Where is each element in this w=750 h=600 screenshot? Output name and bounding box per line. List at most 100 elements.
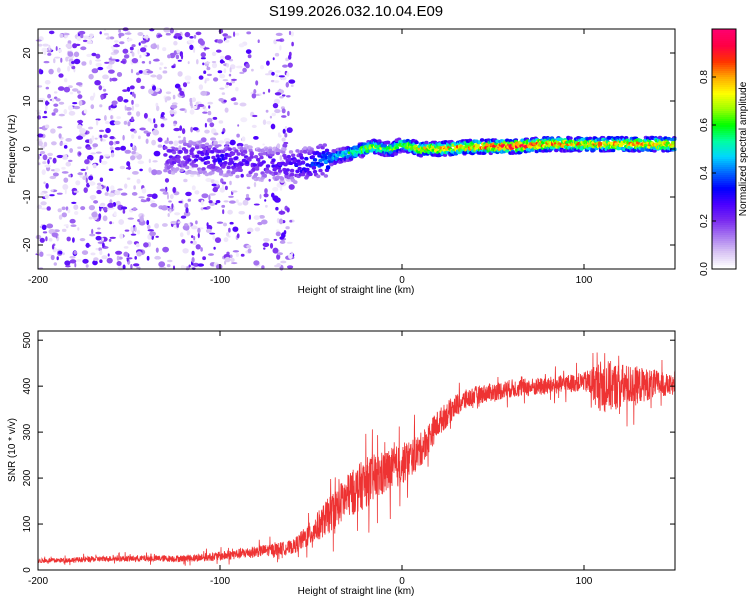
spectrogram-noise-cell bbox=[223, 222, 227, 227]
spectrogram-noise-cell bbox=[131, 52, 135, 57]
spectrogram-noise-cell bbox=[152, 85, 156, 91]
spectrogram-noise-cell bbox=[69, 91, 74, 95]
spectrogram-noise-cell bbox=[154, 255, 161, 260]
spectrogram-noise-cell bbox=[171, 102, 178, 106]
spectrogram-ridge-cell bbox=[194, 145, 200, 150]
spectrogram-noise-cell bbox=[174, 83, 181, 89]
spectrogram-noise-cell bbox=[41, 47, 48, 53]
spectrogram-noise-cell bbox=[77, 120, 84, 124]
spectrogram-noise-cell bbox=[80, 33, 84, 39]
spectrogram-noise-cell bbox=[111, 221, 115, 225]
spectrogram-noise-cell bbox=[169, 194, 174, 200]
spectrogram-noise-cell bbox=[275, 206, 279, 211]
spectrogram-ridge-cell bbox=[218, 169, 224, 174]
spectrogram-noise-cell bbox=[64, 188, 67, 195]
spectrogram-noise-cell bbox=[56, 67, 61, 73]
spectrogram-ridge-cell bbox=[236, 152, 241, 156]
spectrogram-noise-cell bbox=[262, 91, 266, 95]
spectrogram-ridge-cell bbox=[464, 144, 469, 149]
spectrogram-noise-cell bbox=[236, 133, 240, 138]
spectrogram-noise-cell bbox=[275, 32, 283, 37]
snr-x-tick-label: -200 bbox=[28, 576, 48, 587]
spectrogram-noise-cell bbox=[97, 241, 104, 244]
spectrogram-ridge-cell bbox=[216, 149, 222, 154]
spectrogram-noise-cell bbox=[108, 168, 114, 171]
spectrogram-noise-cell bbox=[188, 39, 195, 44]
spectrogram-ridge-cell bbox=[329, 162, 334, 167]
spectrogram-noise-cell bbox=[87, 154, 94, 161]
spectrogram-noise-cell bbox=[223, 237, 229, 243]
spectrogram-noise-cell bbox=[130, 155, 136, 161]
spectrogram-ridge-cell bbox=[211, 167, 216, 172]
spectrogram-noise-cell bbox=[179, 90, 185, 96]
spectrogram-noise-cell bbox=[70, 224, 77, 227]
spectrogram-ridge-cell bbox=[235, 174, 240, 179]
spectrogram-noise-cell bbox=[62, 184, 69, 190]
spectrogram-noise-cell bbox=[170, 220, 177, 225]
spectrogram-noise-cell bbox=[62, 155, 69, 160]
spectrogram-noise-cell bbox=[136, 229, 141, 235]
spectrogram-noise-cell bbox=[174, 29, 178, 35]
spectrogram-noise-cell bbox=[162, 223, 168, 227]
spectrogram-noise-cell bbox=[77, 172, 83, 176]
spectrogram-noise-cell bbox=[206, 117, 213, 123]
spectrogram-noise-cell bbox=[108, 140, 114, 146]
spectrogram-noise-cell bbox=[99, 259, 103, 264]
spectrogram-noise-cell bbox=[148, 88, 154, 95]
spectrogram-noise-cell bbox=[85, 174, 88, 178]
spectrogram-ridge-cell bbox=[325, 166, 331, 170]
spectrogram-noise-cell bbox=[113, 211, 117, 216]
spectrogram-noise-cell bbox=[78, 100, 83, 106]
spectrogram-noise-cell bbox=[245, 63, 250, 69]
spectrogram-ridge-cell bbox=[321, 150, 326, 155]
spectrogram-noise-cell bbox=[122, 264, 126, 270]
spectrogram-noise-cell bbox=[230, 97, 237, 102]
spectrogram-noise-cell bbox=[42, 116, 48, 119]
spectrogram-noise-cell bbox=[72, 88, 79, 92]
spectrogram-noise-cell bbox=[272, 195, 279, 202]
spectrogram-noise-cell bbox=[229, 139, 236, 146]
spectrogram-ridge-cell bbox=[568, 136, 573, 140]
spectrogram-ridge-cell bbox=[312, 158, 318, 162]
spectrogram-noise-cell bbox=[93, 200, 99, 204]
spectrogram-noise-cell bbox=[242, 67, 247, 73]
spectrogram-noise-cell bbox=[286, 95, 291, 98]
spectrogram-noise-cell bbox=[49, 194, 55, 197]
spectrogram-noise-cells bbox=[35, 27, 296, 271]
spectrogram-y-tick-label: 10 bbox=[22, 95, 33, 107]
spectrogram-ridge-cell bbox=[239, 162, 244, 167]
spectrogram-noise-cell bbox=[117, 188, 123, 191]
colorbar-tick-label: 0.8 bbox=[699, 70, 710, 84]
spectrogram-noise-cell bbox=[278, 218, 284, 225]
spectrogram-noise-cell bbox=[223, 99, 227, 103]
spectrogram-noise-cell bbox=[139, 168, 143, 172]
spectrogram-noise-cell bbox=[110, 152, 115, 158]
spectrogram-noise-cell bbox=[224, 39, 230, 43]
spectrogram-ridge-cell bbox=[282, 147, 287, 152]
spectrogram-noise-cell bbox=[64, 260, 71, 266]
spectrogram-noise-cell bbox=[264, 199, 267, 202]
spectrogram-noise-cell bbox=[208, 105, 211, 109]
spectrogram-noise-cell bbox=[215, 200, 221, 204]
spectrogram-noise-cell bbox=[146, 219, 150, 226]
spectrogram-noise-cell bbox=[131, 192, 138, 196]
spectrogram-noise-cell bbox=[72, 43, 78, 49]
spectrogram-noise-cell bbox=[116, 261, 122, 266]
spectrogram-noise-cell bbox=[177, 135, 181, 139]
spectrogram-noise-cell bbox=[159, 62, 164, 66]
spectrogram-noise-cell bbox=[107, 202, 115, 208]
spectrogram-noise-cell bbox=[65, 265, 71, 268]
spectrogram-noise-cell bbox=[211, 51, 217, 57]
spectrogram-noise-cell bbox=[103, 32, 109, 36]
colorbar-step bbox=[712, 147, 736, 150]
spectrogram-noise-cell bbox=[61, 228, 67, 232]
spectrogram-ridge-cell bbox=[168, 140, 174, 145]
spectrogram-noise-cell bbox=[235, 32, 240, 36]
spectrogram-noise-cell bbox=[123, 120, 128, 125]
spectrogram-ridge-cell bbox=[194, 154, 200, 158]
spectrogram-ridge-cell bbox=[200, 158, 205, 162]
colorbar-step bbox=[712, 103, 736, 106]
spectrogram-noise-cell bbox=[246, 186, 251, 190]
spectrogram-noise-cell bbox=[117, 96, 124, 102]
spectrogram-noise-cell bbox=[240, 253, 245, 257]
